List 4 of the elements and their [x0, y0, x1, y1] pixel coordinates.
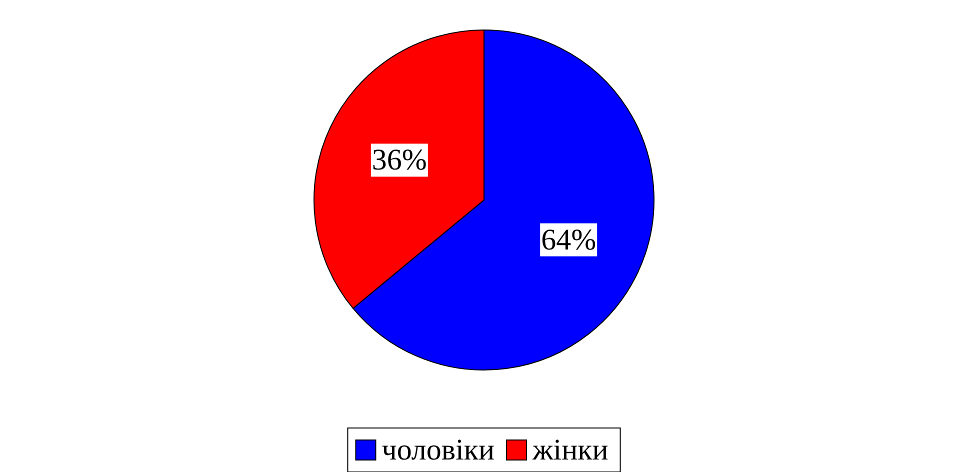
- legend-label: жінки: [532, 434, 608, 466]
- data-label: 36%: [372, 144, 427, 177]
- data-label: 64%: [541, 223, 596, 256]
- legend-label: чоловіки: [382, 434, 495, 466]
